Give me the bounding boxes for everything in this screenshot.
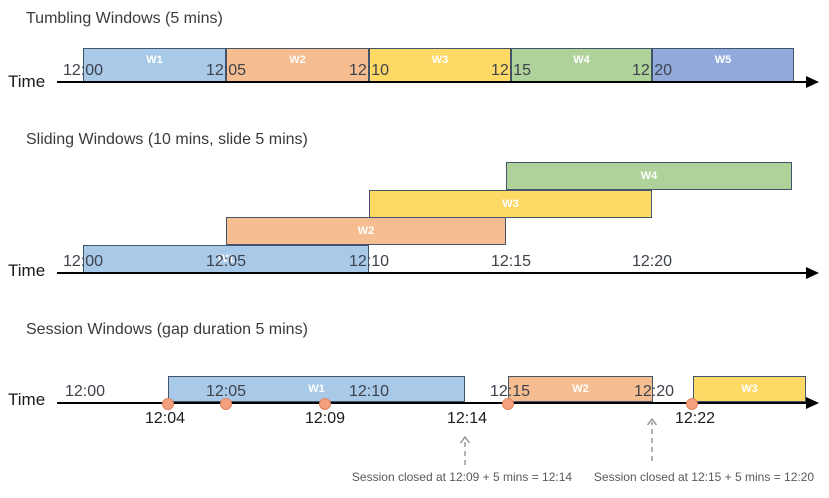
window-bar-w5: W5 xyxy=(652,48,794,82)
window-bar-w2: W2 xyxy=(226,48,369,82)
annotation-text: Session closed at 12:15 + 5 mins = 12:20 xyxy=(593,470,815,484)
section-title: Sliding Windows (10 mins, slide 5 mins) xyxy=(26,131,308,148)
time-axis xyxy=(57,402,806,404)
tick-label: 12:05 xyxy=(205,62,247,79)
window-bar-w1: W1 xyxy=(83,245,369,273)
event-dot xyxy=(319,398,331,410)
window-bar-w4: W4 xyxy=(511,48,652,82)
tick-label: 12:20 xyxy=(633,383,675,400)
window-bar-w3: W3 xyxy=(369,48,511,82)
window-label: W1 xyxy=(217,253,235,265)
axis-arrowhead-icon xyxy=(806,76,819,88)
window-label: W3 xyxy=(741,383,758,395)
axis-arrowhead-icon xyxy=(806,397,819,409)
event-dot xyxy=(502,398,514,410)
event-dot xyxy=(686,398,698,410)
time-axis-label: Time xyxy=(8,261,46,280)
event-dot xyxy=(220,398,232,410)
window-label: W2 xyxy=(357,225,375,237)
window-label: W2 xyxy=(289,54,306,66)
window-bar-w1: W1 xyxy=(168,376,465,402)
session-close-arrow-icon xyxy=(646,418,658,461)
session-close-arrow-icon xyxy=(459,436,471,465)
window-bar-w3: W3 xyxy=(693,376,806,402)
section-title: Session Windows (gap duration 5 mins) xyxy=(26,321,308,338)
event-time-label: 12:09 xyxy=(304,410,346,427)
window-bar-w2: W2 xyxy=(508,376,653,402)
window-bar-w4: W4 xyxy=(506,162,792,190)
window-label: W4 xyxy=(573,54,590,66)
window-label: W1 xyxy=(146,54,163,66)
event-time-label: 12:14 xyxy=(446,410,488,427)
time-axis xyxy=(57,272,806,274)
event-time-label: 12:22 xyxy=(674,410,716,427)
window-label: W5 xyxy=(714,54,732,66)
tick-label: 12:00 xyxy=(64,383,106,400)
tick-label: 12:20 xyxy=(631,62,673,79)
window-bar-w2: W2 xyxy=(226,217,506,245)
tick-label: 12:05 xyxy=(205,383,247,400)
window-label: W4 xyxy=(640,170,658,182)
event-dot xyxy=(162,398,174,410)
event-time-label: 12:04 xyxy=(144,410,186,427)
tick-label: 12:10 xyxy=(348,62,390,79)
window-label: W3 xyxy=(431,54,449,66)
axis-arrowhead-icon xyxy=(806,267,819,279)
time-axis-label: Time xyxy=(8,72,46,91)
tick-label: 12:00 xyxy=(62,62,104,79)
tick-label: 12:00 xyxy=(62,253,104,270)
window-label: W1 xyxy=(308,383,325,395)
tick-label: 12:15 xyxy=(489,383,531,400)
time-axis-label: Time xyxy=(8,390,46,409)
section-title: Tumbling Windows (5 mins) xyxy=(26,10,223,27)
window-bar-w1: W1 xyxy=(83,48,226,82)
window-bar-w3: W3 xyxy=(369,190,652,218)
tick-label: 12:10 xyxy=(348,383,390,400)
annotation-text: Session closed at 12:09 + 5 mins = 12:14 xyxy=(351,470,573,484)
tick-label: 12:20 xyxy=(631,253,673,270)
time-axis xyxy=(57,81,806,83)
window-label: W2 xyxy=(572,383,589,395)
window-label: W3 xyxy=(502,198,519,210)
tick-label: 12:10 xyxy=(348,253,390,270)
tick-label: 12:15 xyxy=(490,253,532,270)
tick-label: 12:15 xyxy=(490,62,532,79)
tick-label: 12:05 xyxy=(205,253,247,270)
